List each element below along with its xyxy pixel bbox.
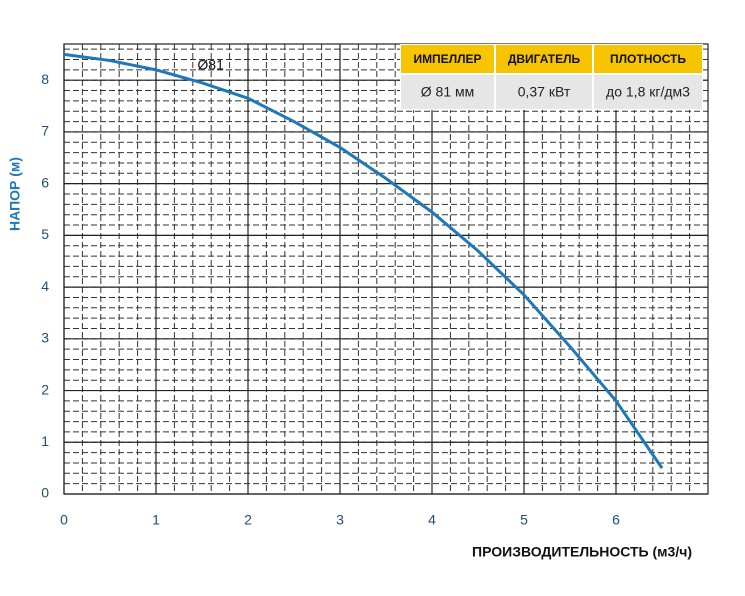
- y-axis-label: НАПОР (м): [7, 157, 23, 231]
- x-tick-label: 6: [612, 512, 620, 528]
- table-cell: [496, 75, 592, 109]
- y-tick-label: 1: [41, 433, 49, 449]
- y-tick-label: 3: [41, 330, 49, 346]
- table-cell-text: Ø 81 мм: [421, 84, 475, 100]
- x-axis-label: ПРОИЗВОДИТЕЛЬНОСТЬ (м3/ч): [472, 544, 692, 560]
- y-tick-label: 5: [41, 226, 49, 242]
- table-header-cell: [496, 45, 592, 73]
- x-tick-label: 2: [244, 512, 252, 528]
- x-tick-label: 5: [520, 512, 528, 528]
- table-header-cell: [401, 45, 494, 73]
- x-tick-label: 0: [60, 512, 68, 528]
- curve: [63, 52, 664, 469]
- x-tick-label: 4: [428, 512, 436, 528]
- y-tick-label: 8: [41, 71, 49, 87]
- table-header-cell: [594, 45, 702, 73]
- table-cell-text: 0,37 кВт: [518, 84, 571, 100]
- table-header: ДВИГАТЕЛЬ: [508, 52, 581, 66]
- x-tick-label: 3: [336, 512, 344, 528]
- table-header: ИМПЕЛЛЕР: [413, 52, 481, 66]
- x-tick-label: 1: [152, 512, 160, 528]
- table-cell: [594, 75, 702, 109]
- y-tick-label: 6: [41, 174, 49, 190]
- y-tick-label: 4: [41, 278, 49, 294]
- y-tick-label: 7: [41, 123, 49, 139]
- y-tick-label: 2: [41, 381, 49, 397]
- table-header: ПЛОТНОСТЬ: [610, 52, 686, 66]
- plot-frame: [63, 43, 709, 495]
- y-tick-label: 0: [41, 485, 49, 501]
- table-cell: [401, 75, 494, 109]
- annotation: Ø81: [197, 56, 224, 72]
- table-cell-text: до 1,8 кг/дм3: [606, 84, 690, 100]
